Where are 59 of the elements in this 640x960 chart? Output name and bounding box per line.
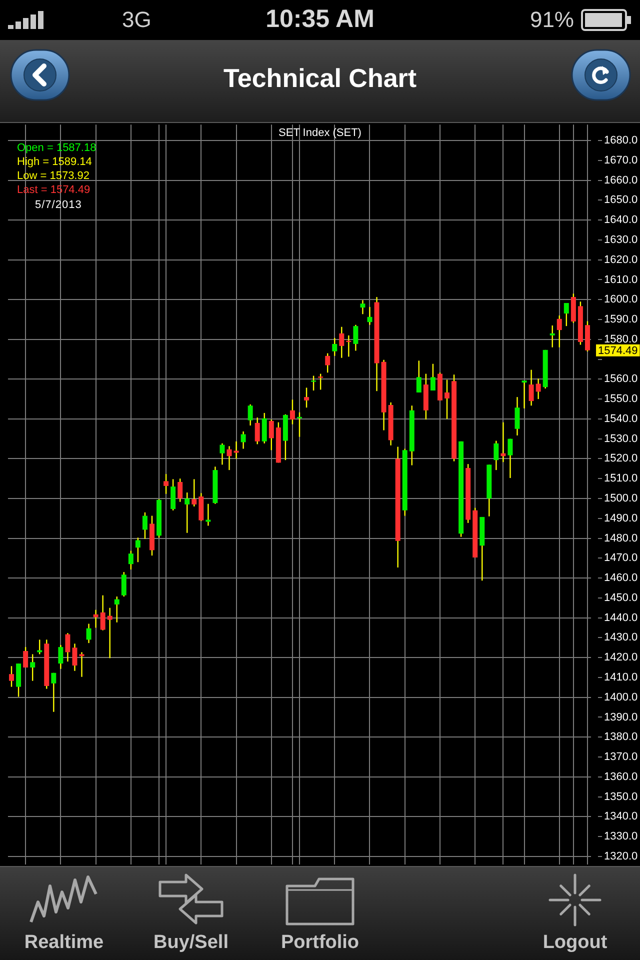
y-tick-label: 1410.0 (604, 671, 638, 684)
y-tick-label: 1350.0 (604, 790, 638, 803)
candlestick (51, 672, 56, 712)
y-tick-label: 1600.0 (604, 294, 638, 306)
y-tick-label: 1580.0 (604, 333, 638, 346)
y-tick-label: 1510.0 (604, 472, 638, 485)
y-tick-label: 1400.0 (604, 691, 638, 704)
y-tick-label: 1470.0 (604, 552, 638, 564)
candlestick (107, 608, 112, 658)
chart-title: Technical Chart (223, 63, 417, 93)
y-tick-label: 1560.0 (604, 373, 638, 386)
y-tick-label: 1520.0 (604, 452, 638, 465)
text: Logout (542, 932, 608, 953)
y-tick-label: 1640.0 (604, 214, 638, 226)
text: 91% (530, 7, 574, 33)
annotation: Low = 1573.92 (17, 170, 90, 183)
y-tick-label: 1390.0 (604, 711, 638, 724)
y-tick-label: 1500.0 (604, 492, 638, 505)
y-tick-label: 1630.0 (604, 234, 638, 246)
annotation: Open = 1587.18 (17, 142, 96, 155)
y-tick-label: 1530.0 (604, 432, 638, 445)
y-tick-label: 1320.0 (604, 850, 638, 862)
y-tick-label: 1620.0 (604, 254, 638, 266)
annotation: 5/7/2013 (35, 199, 82, 212)
text: 10:35 AM (266, 5, 374, 33)
text: Portfolio (280, 932, 360, 953)
candlestick (234, 441, 239, 459)
y-tick-label: 1660.0 (604, 174, 638, 186)
annotation: Last = 1574.49 (17, 184, 90, 197)
text: Realtime (24, 932, 104, 953)
text: 3G (122, 7, 152, 33)
y-tick-label: 1670.0 (604, 154, 638, 166)
annotation: High = 1589.14 (17, 156, 92, 169)
y-tick-label: 1420.0 (604, 652, 638, 664)
y-tick-label: 1430.0 (604, 632, 638, 644)
candlestick (226, 446, 232, 470)
text: 1574.49 (598, 344, 638, 357)
y-tick-label: 1490.0 (604, 512, 638, 524)
candlestick (522, 380, 527, 408)
y-tick-label: 1330.0 (604, 830, 638, 843)
y-tick-label: 1480.0 (604, 532, 638, 544)
y-tick-label: 1450.0 (604, 592, 638, 604)
y-tick-label: 1440.0 (604, 612, 638, 624)
y-tick-label: 1380.0 (604, 731, 638, 744)
y-tick-label: 1370.0 (604, 751, 638, 764)
y-tick-label: 1550.0 (604, 393, 638, 406)
y-tick-label: 1650.0 (604, 194, 638, 206)
y-tick-label: 1590.0 (604, 314, 638, 326)
chart-subtitle: SET Index (SET) (278, 127, 362, 139)
candlestick (79, 652, 84, 677)
y-tick-label: 1610.0 (604, 274, 638, 286)
text: Buy/Sell (154, 932, 228, 953)
candlestick (360, 300, 366, 314)
y-tick-label: 1360.0 (604, 770, 638, 783)
y-tick-label: 1540.0 (604, 412, 638, 425)
y-tick-label: 1680.0 (604, 134, 638, 147)
y-tick-label: 1340.0 (604, 810, 638, 823)
y-tick-label: 1460.0 (604, 572, 638, 584)
candlestick (367, 306, 372, 325)
